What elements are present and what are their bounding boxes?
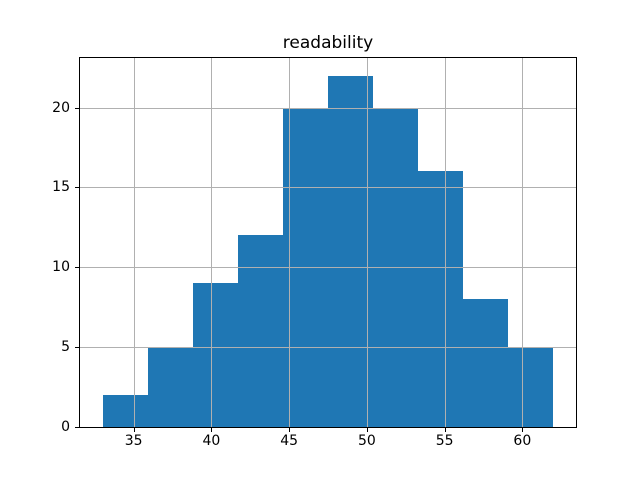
x-tick-mark xyxy=(133,428,135,432)
x-tick-mark xyxy=(444,428,446,432)
y-tick-label: 20 xyxy=(52,99,70,116)
histogram-bar xyxy=(147,347,193,427)
x-tick-label: 45 xyxy=(280,433,299,449)
y-tick-label: 0 xyxy=(61,419,70,435)
grid-line-horizontal xyxy=(80,107,576,109)
grid-line-vertical xyxy=(444,58,446,427)
grid-lines-layer xyxy=(80,58,576,427)
histogram-bar xyxy=(102,395,148,427)
histogram-bar xyxy=(463,299,509,427)
x-tick-label: 55 xyxy=(435,433,454,449)
grid-line-horizontal xyxy=(80,346,576,348)
grid-line-horizontal xyxy=(80,266,576,268)
y-tick-mark xyxy=(75,186,79,188)
y-tick-mark xyxy=(75,266,79,268)
grid-line-vertical xyxy=(521,58,523,427)
y-tick-mark xyxy=(75,346,79,348)
histogram-bar xyxy=(192,283,238,427)
y-tick-label: 5 xyxy=(61,339,70,356)
grid-line-vertical xyxy=(288,58,290,427)
x-tick-mark xyxy=(288,428,290,432)
x-tick-label: 40 xyxy=(202,433,221,449)
x-tick-mark xyxy=(366,428,368,432)
histogram-bar xyxy=(508,347,554,427)
chart-title: readability xyxy=(282,33,374,53)
grid-line-vertical xyxy=(210,58,212,427)
histogram-bar xyxy=(418,171,464,427)
x-tick-mark xyxy=(521,428,523,432)
grid-line-vertical xyxy=(133,58,135,427)
y-tick-label: 10 xyxy=(52,259,70,276)
grid-line-horizontal xyxy=(80,186,576,188)
histogram-bar xyxy=(328,75,374,427)
y-tick-mark xyxy=(75,426,79,428)
x-tick-label: 35 xyxy=(124,433,143,449)
y-tick-label: 15 xyxy=(52,179,70,196)
x-tick-label: 50 xyxy=(357,433,376,449)
x-tick-mark xyxy=(210,428,212,432)
grid-line-vertical xyxy=(366,58,368,427)
y-tick-mark xyxy=(75,107,79,109)
x-tick-label: 60 xyxy=(513,433,532,449)
